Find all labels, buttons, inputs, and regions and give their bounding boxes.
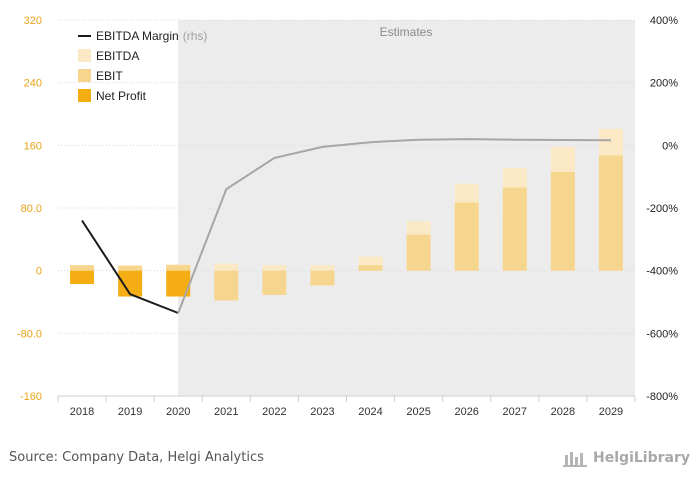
ebit-bar xyxy=(502,187,527,271)
x-tick-label: 2029 xyxy=(599,406,623,418)
y-right-tick-label: 0% xyxy=(662,140,678,152)
x-tick-label: 2021 xyxy=(214,406,238,418)
legend-swatch xyxy=(78,69,91,82)
source-note: Source: Company Data, Helgi Analytics xyxy=(9,450,264,465)
y-left-tick-label: 80.0 xyxy=(21,203,42,215)
bar-series xyxy=(70,128,623,301)
y-left-tick-label: 160 xyxy=(24,140,42,152)
ebit-bar xyxy=(310,270,335,286)
x-tick-label: 2028 xyxy=(551,406,575,418)
x-tick-label: 2025 xyxy=(406,406,430,418)
y-axis-left: 320 240 160 80.0 0 -80.0 -160 xyxy=(17,15,42,403)
legend-label: Net Profit xyxy=(96,89,147,103)
estimates-label: Estimates xyxy=(380,25,433,39)
ebit-bar xyxy=(406,234,431,271)
ebitda-bar xyxy=(214,263,239,271)
chart-area: Estimates 320 240 160 80.0 0 -80.0 -160 400% 20… xyxy=(17,15,678,418)
y-right-tick-label: -800% xyxy=(646,391,678,403)
legend-swatch xyxy=(78,49,91,62)
x-tick-label: 2019 xyxy=(118,406,142,418)
ebitda-margin-line-estimate xyxy=(177,138,612,314)
x-axis: 2018 2019 2020 2021 2022 2023 2024 2025 2026 2027… xyxy=(57,395,636,418)
ebit-bar xyxy=(166,265,191,271)
y-axis-right: 400% 200% 0% -200% -400% -600% -800% xyxy=(646,15,678,403)
y-left-tick-label: -80.0 xyxy=(17,328,42,340)
ebit-bar xyxy=(118,265,143,271)
ebit-bar xyxy=(214,270,239,301)
ebitda-bar xyxy=(310,265,335,271)
x-tick-label: 2018 xyxy=(70,406,94,418)
legend-swatch xyxy=(78,89,91,102)
ebit-bar xyxy=(598,155,623,271)
library-icon xyxy=(563,452,588,467)
y-right-tick-label: 400% xyxy=(650,15,678,27)
x-tick-label: 2027 xyxy=(503,406,527,418)
net-profit-bar xyxy=(70,270,95,284)
legend-label: EBITDA Margin (rhs) xyxy=(96,29,207,43)
brand-name: HelgiLibrary xyxy=(593,450,690,466)
ebit-bar xyxy=(70,265,95,271)
y-right-tick-label: -400% xyxy=(646,266,678,278)
ebitda-bar xyxy=(262,265,287,271)
y-left-tick-label: 240 xyxy=(24,78,42,90)
brand-logo: HelgiLibrary xyxy=(563,449,690,467)
ebitda-margin-line-actual xyxy=(81,219,179,314)
ebit-bar xyxy=(454,202,479,271)
x-tick-label: 2020 xyxy=(166,406,190,418)
ebit-bar xyxy=(550,171,575,271)
legend-label: EBITDA xyxy=(96,49,139,63)
x-tick-label: 2026 xyxy=(454,406,478,418)
y-left-tick-label: 0 xyxy=(36,266,42,278)
x-tick-label: 2023 xyxy=(310,406,334,418)
x-tick-label: 2022 xyxy=(262,406,286,418)
y-left-tick-label: 320 xyxy=(24,15,42,27)
ebit-bar xyxy=(262,270,287,295)
y-right-tick-label: -600% xyxy=(646,328,678,340)
legend-label: EBIT xyxy=(96,69,123,83)
y-right-tick-label: 200% xyxy=(650,78,678,90)
line-series xyxy=(81,138,612,314)
ebit-bar xyxy=(358,265,383,271)
x-tick-label: 2024 xyxy=(358,406,382,418)
y-right-tick-label: -200% xyxy=(646,203,678,215)
y-left-tick-label: -160 xyxy=(20,391,42,403)
